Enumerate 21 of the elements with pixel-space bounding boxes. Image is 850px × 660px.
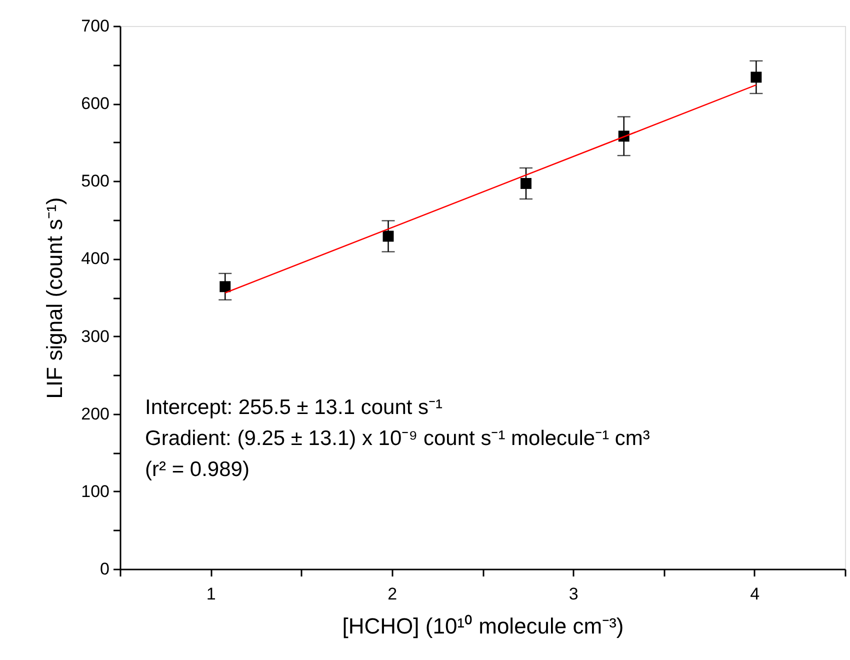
point	[750, 72, 762, 83]
y-tick-label: 100	[81, 482, 110, 501]
y-tick-label: 500	[81, 172, 110, 191]
point	[382, 230, 394, 242]
x-axis-title: [HCHO] (10¹⁰ molecule cm⁻³)	[342, 614, 624, 638]
annotation: Intercept: 255.5 ± 13.1 count s⁻¹	[145, 396, 443, 419]
point	[220, 281, 231, 292]
y-tick-label: 200	[81, 404, 110, 424]
y-tick-label: 0	[100, 560, 110, 578]
y-tick-label: 300	[81, 326, 110, 346]
point	[520, 178, 532, 189]
annotation: Gradient: (9.25 ± 13.1) x 10⁻⁹ count s⁻¹ molecule⁻¹ cm³	[145, 427, 650, 450]
y-tick-label: 700	[81, 16, 110, 36]
y-tick-label: 600	[81, 94, 110, 114]
x-tick-label: 1	[206, 584, 216, 604]
y-axis-title: LIF signal (count s⁻¹)	[42, 197, 68, 399]
x-tick-label: 2	[388, 584, 398, 604]
annotation: (r² = 0.989)	[145, 458, 250, 481]
x-tick-label: 3	[568, 584, 578, 604]
y-tick-label: 400	[81, 249, 110, 268]
x-tick-label: 4	[750, 584, 760, 604]
